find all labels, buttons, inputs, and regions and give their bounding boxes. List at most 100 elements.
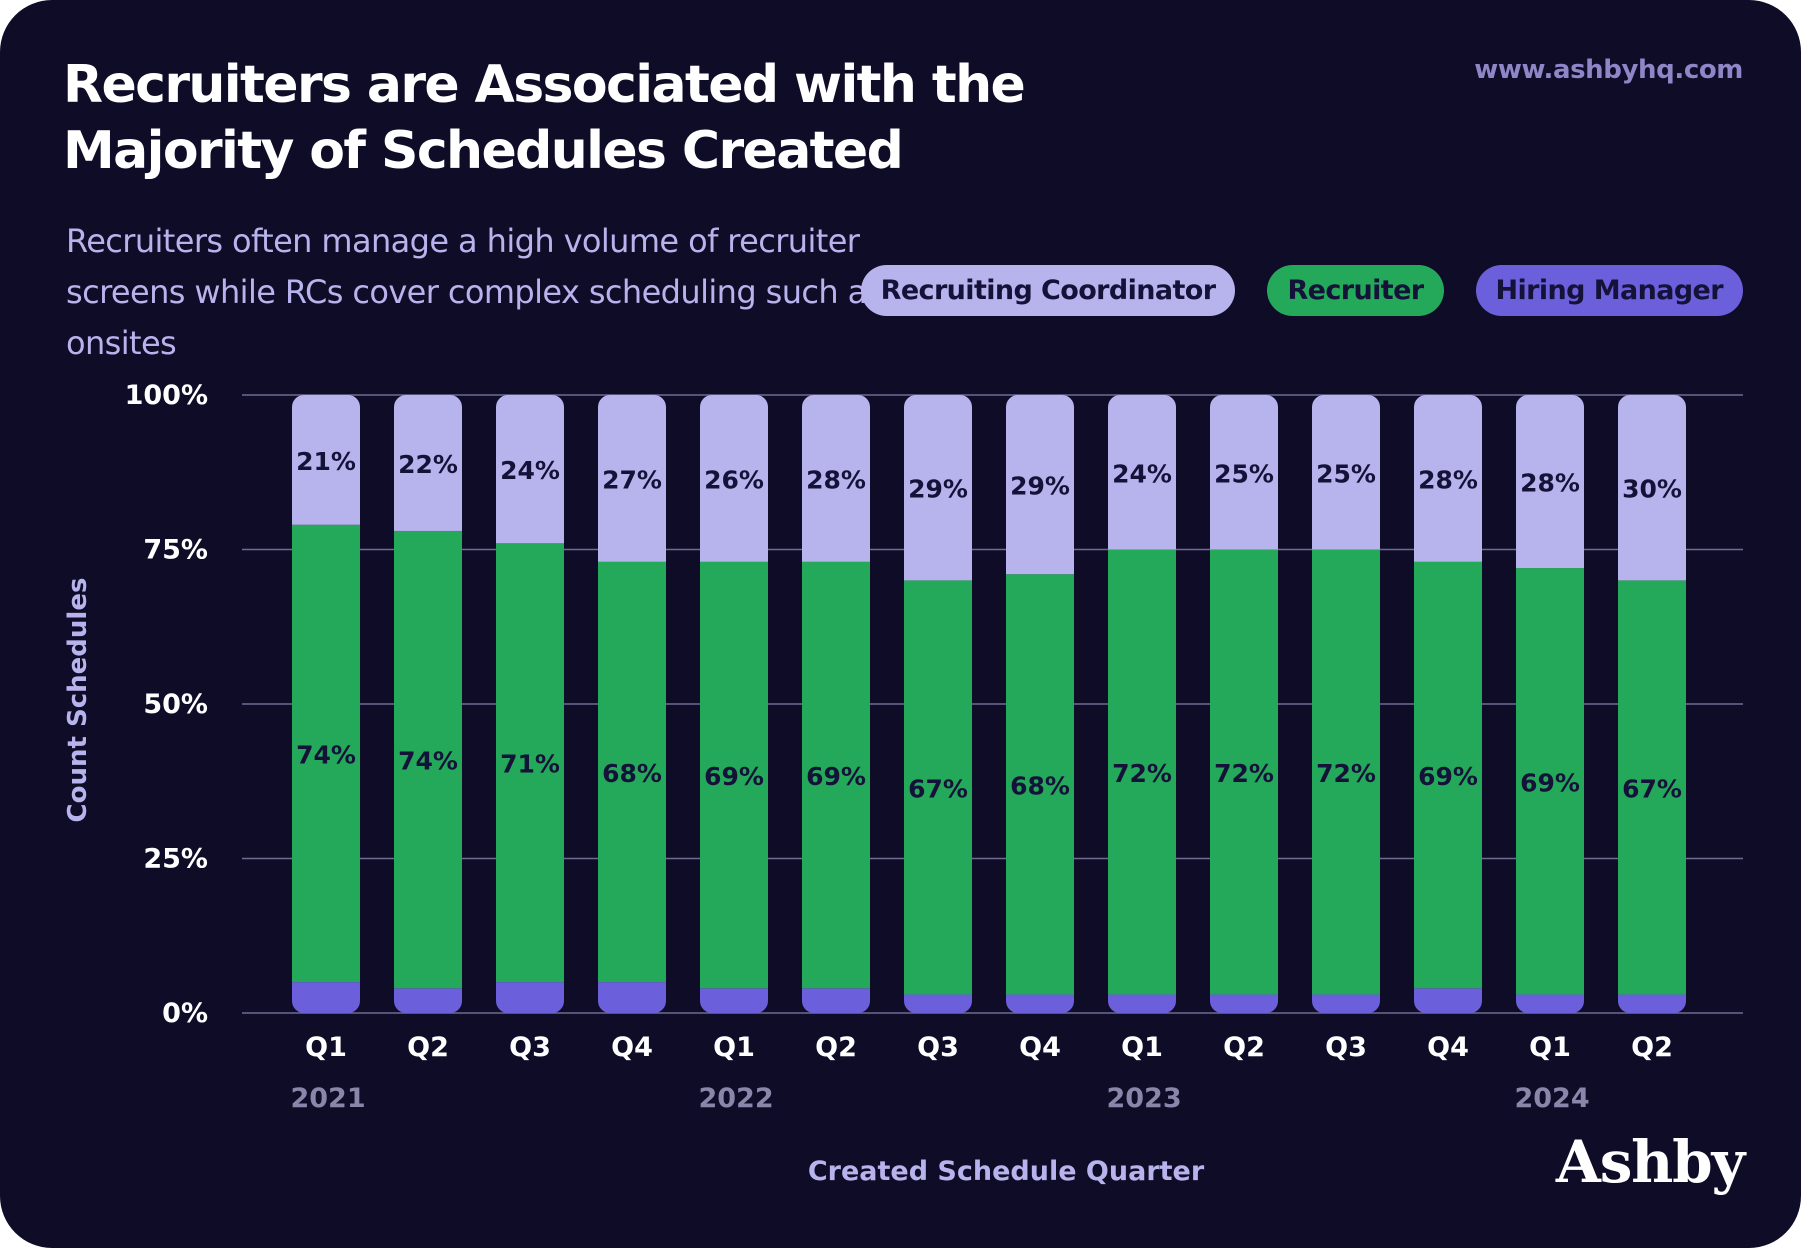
bar-stack	[700, 395, 768, 1013]
bar-recruiter	[1006, 574, 1074, 995]
bar-recruiter	[598, 561, 666, 983]
bar-recruiting-coordinator	[598, 395, 666, 562]
bar-value-label: 68%	[602, 759, 662, 788]
bar-value-label: 67%	[1622, 774, 1682, 803]
chart-subtitle: Recruiters often manage a high volume of…	[66, 222, 883, 362]
bar-recruiting-coordinator	[1108, 395, 1176, 550]
bar-stack	[598, 395, 666, 1013]
bar-stack	[1210, 395, 1278, 1013]
bar-value-label: 74%	[398, 747, 458, 776]
bar-value-label: 25%	[1316, 459, 1376, 488]
x-tick-label: Q2	[815, 1032, 857, 1063]
source-url: www.ashbyhq.com	[1474, 55, 1743, 85]
legend-hiring-manager: Hiring Manager	[1475, 265, 1743, 316]
bar-value-label: 28%	[1520, 469, 1580, 498]
bar-recruiting-coordinator	[700, 395, 768, 562]
bar-value-label: 69%	[704, 762, 764, 791]
chart-title: Recruiters are Associated with the Major…	[63, 55, 1026, 181]
x-tick-label: Q3	[1325, 1032, 1367, 1063]
y-axis-title: Count Schedules	[63, 578, 93, 823]
bar-value-label: 74%	[296, 740, 356, 769]
year-label: 2022	[698, 1083, 773, 1114]
y-tick-label: 75%	[143, 535, 208, 566]
bar-stack	[904, 395, 972, 1013]
bar-recruiting-coordinator	[496, 395, 564, 544]
x-tick-label: Q1	[1121, 1032, 1163, 1063]
bar-value-label: 28%	[1418, 465, 1478, 494]
bar-stack	[496, 395, 564, 1013]
bar-value-label: 26%	[704, 465, 764, 494]
bar-hiring-manager	[1312, 994, 1380, 1013]
bar-hiring-manager	[700, 988, 768, 1013]
bar-stack	[1108, 395, 1176, 1013]
bar-recruiter	[292, 524, 360, 983]
bar-recruiting-coordinator	[394, 395, 462, 531]
bar-hiring-manager	[598, 982, 666, 1013]
bar-value-label: 28%	[806, 465, 866, 494]
bar-recruiter	[394, 530, 462, 989]
bar-hiring-manager	[394, 988, 462, 1013]
bar-recruiting-coordinator	[802, 395, 870, 562]
bar-hiring-manager	[496, 982, 564, 1013]
bar-recruiter	[904, 580, 972, 995]
bar-value-label: 30%	[1622, 475, 1682, 504]
bar-stack	[394, 395, 462, 1013]
bar-value-label: 69%	[1520, 768, 1580, 797]
bar-stack	[1006, 395, 1074, 1013]
bar-recruiting-coordinator	[1516, 395, 1584, 569]
bar-hiring-manager	[802, 988, 870, 1013]
x-tick-label: Q1	[305, 1032, 347, 1063]
x-axis-title: Created Schedule Quarter	[808, 1156, 1205, 1187]
bar-hiring-manager	[292, 982, 360, 1013]
x-tick-label: Q1	[1529, 1032, 1571, 1063]
x-tick-label: Q4	[611, 1032, 653, 1063]
x-tick-label: Q2	[407, 1032, 449, 1063]
bar-value-label: 69%	[1418, 762, 1478, 791]
bar-hiring-manager	[1414, 988, 1482, 1013]
bar-stack	[1414, 395, 1482, 1013]
bar-stack	[1516, 395, 1584, 1013]
bar-value-label: 25%	[1214, 459, 1274, 488]
bar-stack	[1312, 395, 1380, 1013]
year-label: 2024	[1514, 1083, 1589, 1114]
year-label: 2021	[290, 1083, 365, 1114]
bar-value-label: 27%	[602, 465, 662, 494]
y-tick-label: 25%	[143, 844, 208, 875]
bar-recruiter	[700, 561, 768, 989]
bar-value-label: 72%	[1214, 759, 1274, 788]
bar-hiring-manager	[1210, 994, 1278, 1013]
bar-recruiter	[1618, 580, 1686, 995]
bar-value-label: 29%	[1010, 472, 1070, 501]
bar-stack	[802, 395, 870, 1013]
bar-recruiting-coordinator	[904, 395, 972, 581]
y-tick-label: 100%	[125, 380, 208, 411]
x-tick-label: Q3	[509, 1032, 551, 1063]
bar-recruiting-coordinator	[1312, 395, 1380, 550]
bar-recruiter	[1414, 561, 1482, 989]
y-tick-label: 0%	[162, 998, 208, 1029]
bar-value-label: 22%	[398, 450, 458, 479]
y-tick-label: 50%	[143, 689, 208, 720]
bar-hiring-manager	[1006, 994, 1074, 1013]
bar-recruiter	[1312, 549, 1380, 995]
legend: Recruiting Coordinator Recruiter Hiring …	[860, 265, 1743, 316]
x-tick-label: Q1	[713, 1032, 755, 1063]
bar-value-label: 67%	[908, 774, 968, 803]
bar-value-label: 72%	[1112, 759, 1172, 788]
bar-hiring-manager	[1516, 994, 1584, 1013]
bar-recruiter	[1108, 549, 1176, 995]
x-tick-label: Q3	[917, 1032, 959, 1063]
ashby-logo: Ashby	[1555, 1128, 1745, 1196]
bar-stack	[1618, 395, 1686, 1013]
bar-recruiter	[1210, 549, 1278, 995]
bar-hiring-manager	[1108, 994, 1176, 1013]
bar-hiring-manager	[1618, 994, 1686, 1013]
x-tick-label: Q2	[1223, 1032, 1265, 1063]
x-tick-label: Q2	[1631, 1032, 1673, 1063]
bar-value-label: 24%	[500, 456, 560, 485]
bar-recruiting-coordinator	[1618, 395, 1686, 581]
bar-recruiter	[1516, 568, 1584, 995]
legend-recruiting-coordinator: Recruiting Coordinator	[860, 265, 1236, 316]
bar-value-label: 68%	[1010, 771, 1070, 800]
